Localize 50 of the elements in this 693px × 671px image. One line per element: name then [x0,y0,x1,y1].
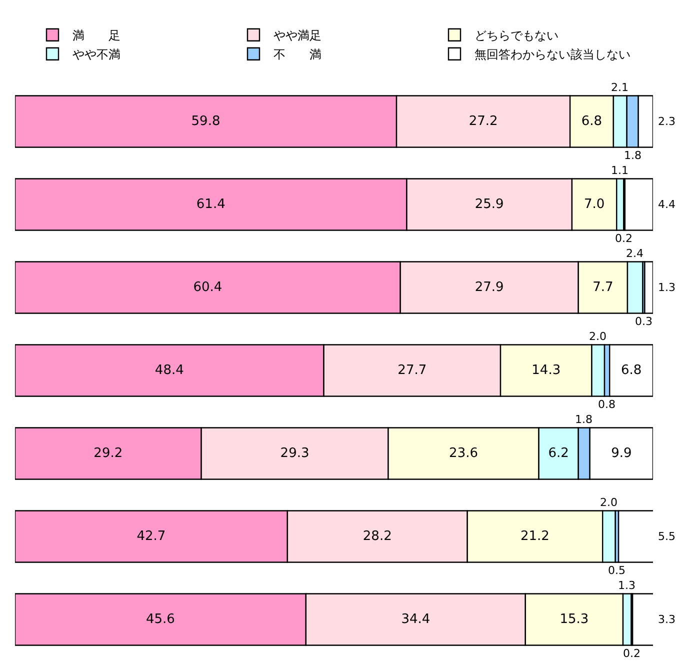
bar [618,510,653,563]
data-label: 45.6 [146,612,175,627]
data-label: 1.1 [611,164,628,177]
data-label: 29.3 [280,446,310,461]
data-label: 5.5 [658,530,676,543]
data-label: 48.4 [154,363,184,378]
bar [644,261,653,314]
legend-label: やや満足 [274,28,322,43]
data-label: 23.6 [449,446,478,461]
legend-label: どちらでもない [474,28,558,43]
data-label: 7.0 [584,197,605,212]
data-label: 6.8 [581,114,602,129]
data-label: 21.2 [520,529,550,544]
data-label: 0.2 [623,647,640,660]
data-label: 1.3 [658,281,676,294]
data-label: 42.7 [136,529,166,544]
data-label: 2.0 [600,496,618,509]
data-label: 2.1 [611,81,628,94]
data-label: 1.3 [618,579,636,592]
data-label: 28.2 [362,529,392,544]
data-label: 3.3 [658,613,676,626]
data-label: 6.2 [548,446,569,461]
data-label: 14.3 [532,363,561,378]
legend-label: やや不満 [72,48,120,62]
data-label: 60.4 [193,280,222,295]
data-label: 6.8 [620,363,642,378]
data-label: 61.4 [196,197,226,212]
data-label: 34.4 [401,612,430,627]
data-label: 7.7 [592,280,614,295]
data-label: 27.9 [474,280,504,295]
data-label: 27.2 [468,114,498,129]
data-label: 2.4 [626,247,644,260]
data-label: 0.5 [608,564,626,577]
legend-label: 不 満 [274,48,322,62]
data-label: 15.3 [560,612,589,627]
data-label: 9.9 [611,446,632,461]
data-label: 27.7 [398,363,427,378]
data-label: 0.8 [598,398,616,411]
legend-label: 満 足 [72,28,120,43]
data-label: 0.2 [615,232,632,245]
data-label: 59.8 [191,114,220,129]
data-label: 25.9 [474,197,504,212]
data-label: 2.0 [589,330,606,343]
data-label: 0.3 [635,315,652,328]
data-label: 1.8 [624,149,642,162]
data-label: 1.8 [575,413,592,426]
data-label: 29.2 [94,446,123,461]
data-label: 4.4 [658,198,676,211]
legend-label: 無回答わからない該当しない [474,48,630,62]
data-label: 2.3 [658,115,676,128]
